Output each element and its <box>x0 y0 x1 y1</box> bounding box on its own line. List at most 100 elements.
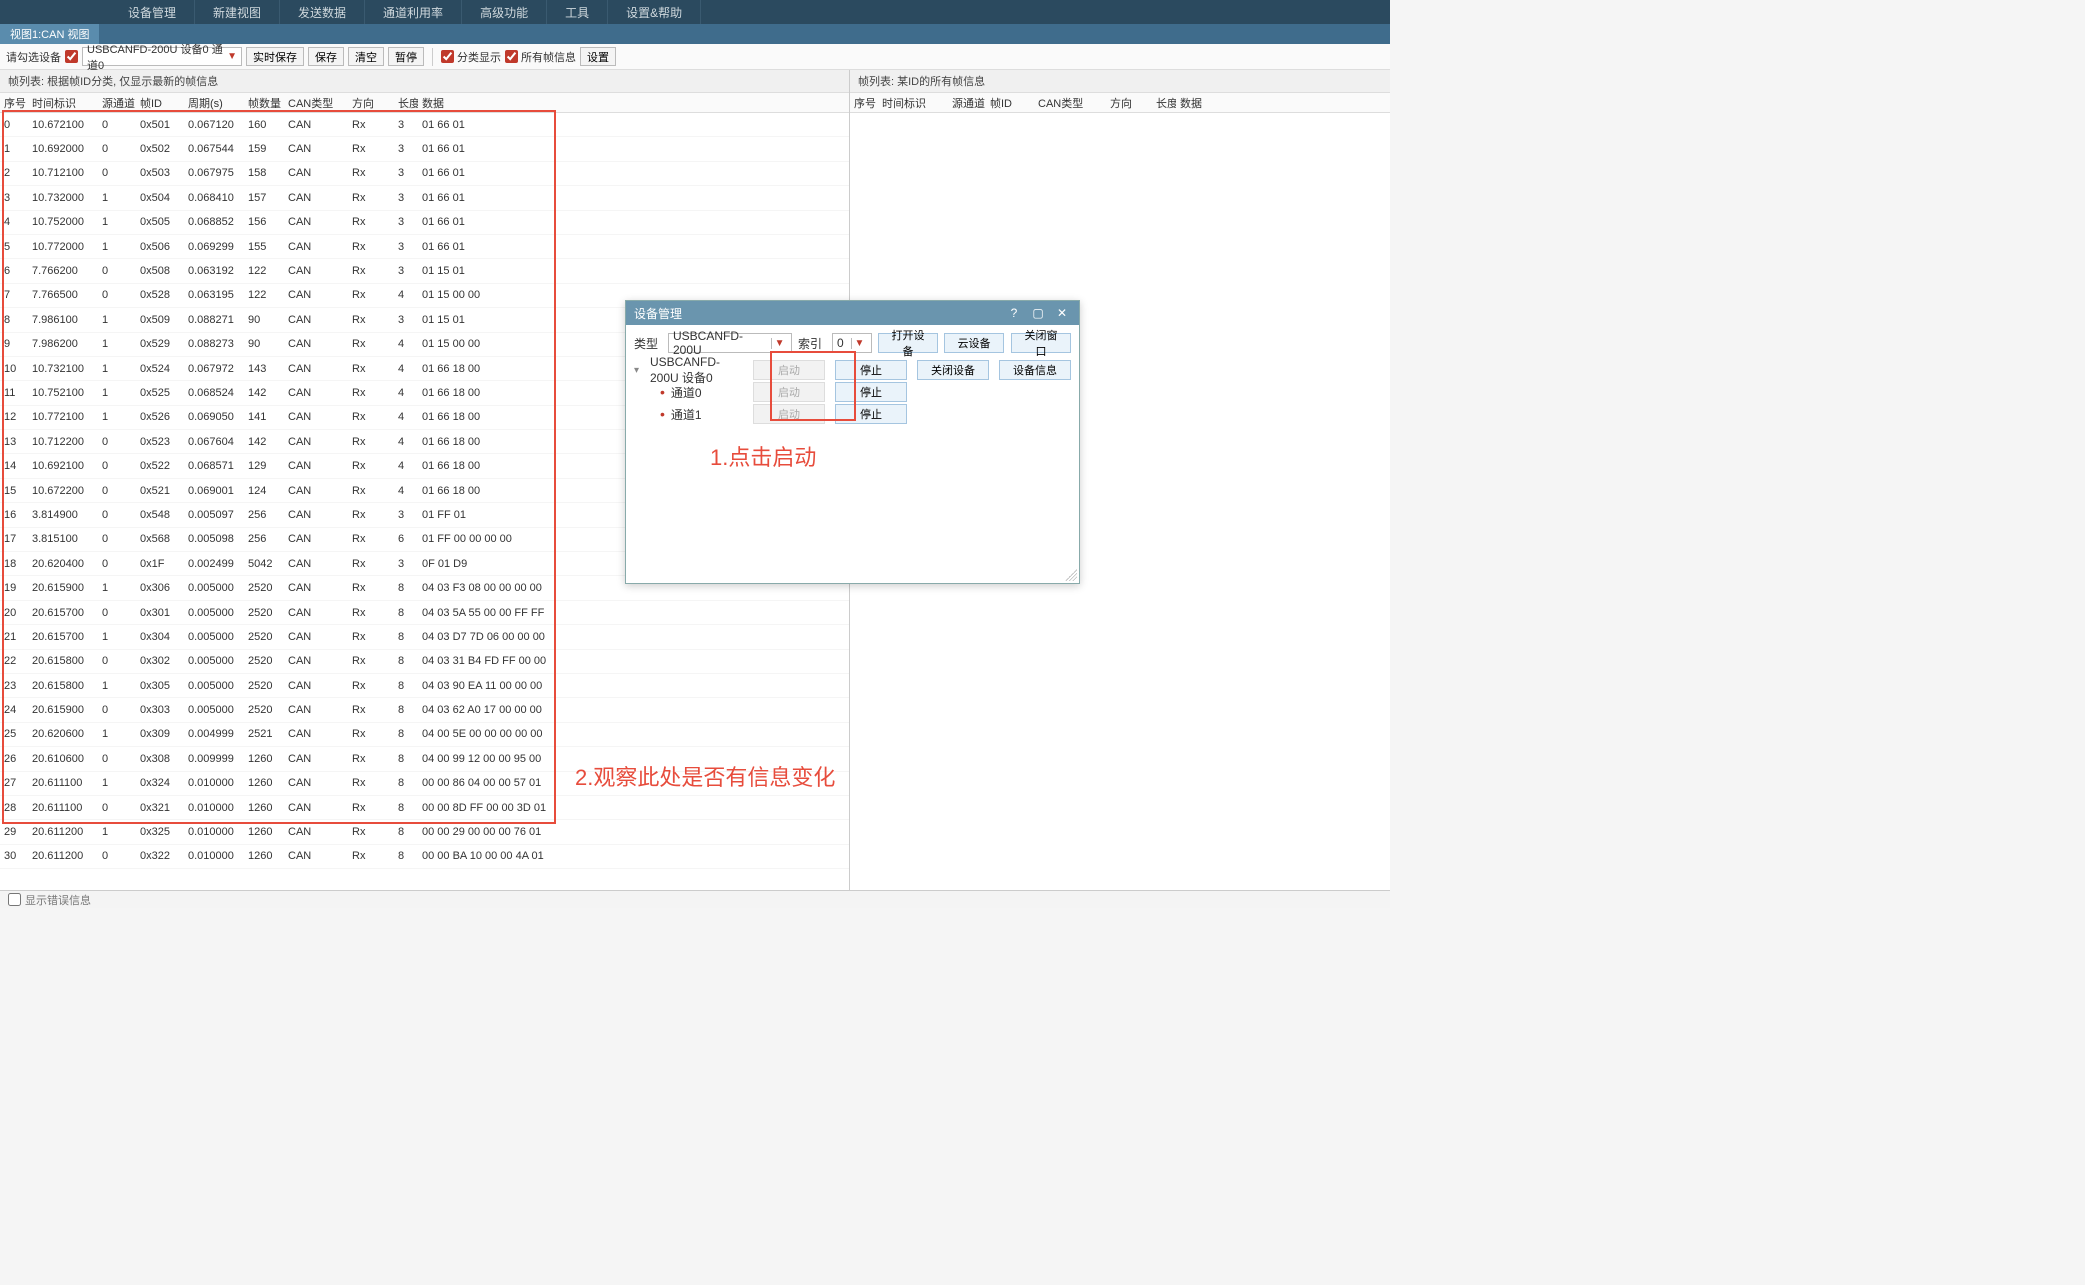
table-row[interactable]: 410.75200010x5050.068852156CANRx301 66 0… <box>0 211 849 235</box>
col-direction[interactable]: 方向 <box>348 95 394 111</box>
menu-device-mgmt[interactable]: 设备管理 <box>110 0 195 24</box>
type-select[interactable]: USBCANFD-200U ▼ <box>668 333 792 353</box>
dialog-titlebar[interactable]: 设备管理 ? ▢ ✕ <box>626 301 1079 325</box>
rcol-cantype[interactable]: CAN类型 <box>1034 95 1106 111</box>
rcol-direction[interactable]: 方向 <box>1106 95 1152 111</box>
cell: CAN <box>284 704 348 716</box>
select-device-label: 请勾选设备 <box>6 49 61 65</box>
cell: 0 <box>98 289 136 301</box>
rcol-channel[interactable]: 源通道 <box>948 95 986 111</box>
table-row[interactable]: 2120.61570010x3040.0050002520CANRx804 03… <box>0 625 849 649</box>
cell: 10.732100 <box>28 363 98 375</box>
realtime-save-button[interactable]: 实时保存 <box>246 47 304 66</box>
device-mgmt-dialog[interactable]: 设备管理 ? ▢ ✕ 类型 USBCANFD-200U ▼ 索引 0 ▼ 打开设… <box>625 300 1080 584</box>
channel1-label[interactable]: 通道1 <box>671 406 743 423</box>
col-channel[interactable]: 源通道 <box>98 95 136 111</box>
view-tab-1[interactable]: 视图1:CAN 视图 <box>0 24 99 44</box>
table-row[interactable]: 67.76620000x5080.063192122CANRx301 15 01 <box>0 259 849 283</box>
table-row[interactable]: 2020.61570000x3010.0050002520CANRx804 03… <box>0 601 849 625</box>
rcol-data[interactable]: 数据 <box>1176 95 1390 111</box>
table-row[interactable]: 2320.61580010x3050.0050002520CANRx804 03… <box>0 674 849 698</box>
menu-advanced[interactable]: 高级功能 <box>462 0 547 24</box>
cloud-device-button[interactable]: 云设备 <box>944 333 1004 353</box>
table-row[interactable]: 510.77200010x5060.069299155CANRx301 66 0… <box>0 235 849 259</box>
ch1-stop-button[interactable]: 停止 <box>835 404 907 424</box>
cell: 0.010000 <box>184 850 244 862</box>
close-window-button[interactable]: 关闭窗口 <box>1011 333 1071 353</box>
open-device-button[interactable]: 打开设备 <box>878 333 938 353</box>
help-icon[interactable]: ? <box>1005 305 1023 321</box>
col-data[interactable]: 数据 <box>418 95 849 111</box>
cell: 20.620600 <box>28 728 98 740</box>
cell: 20.615700 <box>28 631 98 643</box>
cell: Rx <box>348 533 394 545</box>
device-checkbox[interactable] <box>65 50 78 63</box>
menu-channel-util[interactable]: 通道利用率 <box>365 0 462 24</box>
settings-button[interactable]: 设置 <box>580 47 616 66</box>
index-select[interactable]: 0 ▼ <box>832 333 872 353</box>
cell: Rx <box>348 119 394 131</box>
save-button[interactable]: 保存 <box>308 47 344 66</box>
cell: 0.004999 <box>184 728 244 740</box>
table-row[interactable]: 2620.61060000x3080.0099991260CANRx804 00… <box>0 747 849 771</box>
col-time[interactable]: 时间标识 <box>28 95 98 111</box>
table-row[interactable]: 2920.61120010x3250.0100001260CANRx800 00… <box>0 820 849 844</box>
cell: 1 <box>98 728 136 740</box>
pause-button[interactable]: 暂停 <box>388 47 424 66</box>
menu-settings-help[interactable]: 设置&帮助 <box>608 0 701 24</box>
ch0-stop-button[interactable]: 停止 <box>835 382 907 402</box>
right-table-header: 序号 时间标识 源通道 帧ID CAN类型 方向 长度 数据 <box>850 93 1390 113</box>
table-row[interactable]: 310.73200010x5040.068410157CANRx301 66 0… <box>0 186 849 210</box>
cell: 3 <box>394 167 418 179</box>
table-row[interactable]: 2220.61580000x3020.0050002520CANRx804 03… <box>0 650 849 674</box>
col-period[interactable]: 周期(s) <box>184 95 244 111</box>
table-row[interactable]: 2720.61110010x3240.0100001260CANRx800 00… <box>0 772 849 796</box>
maximize-icon[interactable]: ▢ <box>1029 305 1047 321</box>
rcol-index[interactable]: 序号 <box>850 95 878 111</box>
cell: Rx <box>348 314 394 326</box>
cell: 141 <box>244 411 284 423</box>
device-info-button[interactable]: 设备信息 <box>999 360 1071 380</box>
root-stop-button[interactable]: 停止 <box>835 360 907 380</box>
menu-send-data[interactable]: 发送数据 <box>280 0 365 24</box>
cell: 20.615900 <box>28 704 98 716</box>
cell: 0x501 <box>136 119 184 131</box>
col-cantype[interactable]: CAN类型 <box>284 95 348 111</box>
col-id[interactable]: 帧ID <box>136 95 184 111</box>
all-frames-checkbox[interactable] <box>505 50 518 63</box>
menu-new-view[interactable]: 新建视图 <box>195 0 280 24</box>
cell: 19 <box>0 582 28 594</box>
device-checkbox-wrap[interactable] <box>65 50 78 63</box>
col-length[interactable]: 长度 <box>394 95 418 111</box>
table-row[interactable]: 2420.61590000x3030.0050002520CANRx804 03… <box>0 698 849 722</box>
col-count[interactable]: 帧数量 <box>244 95 284 111</box>
close-icon[interactable]: ✕ <box>1053 305 1071 321</box>
table-row[interactable]: 010.67210000x5010.067120160CANRx301 66 0… <box>0 113 849 137</box>
group-show-checkbox[interactable] <box>441 50 454 63</box>
cell: 4 <box>394 436 418 448</box>
close-device-button[interactable]: 关闭设备 <box>917 360 989 380</box>
table-row[interactable]: 2820.61110000x3210.0100001260CANRx800 00… <box>0 796 849 820</box>
col-index[interactable]: 序号 <box>0 95 28 111</box>
tree-root-label[interactable]: USBCANFD-200U 设备0 <box>650 355 743 386</box>
rcol-time[interactable]: 时间标识 <box>878 95 948 111</box>
all-frames-check[interactable]: 所有帧信息 <box>505 49 576 65</box>
chevron-down-icon: ▼ <box>771 338 787 349</box>
menu-tools[interactable]: 工具 <box>547 0 608 24</box>
channel0-label[interactable]: 通道0 <box>671 384 743 401</box>
rcol-id[interactable]: 帧ID <box>986 95 1034 111</box>
tree-expander-icon[interactable]: ▾ <box>634 365 644 376</box>
device-select[interactable]: USBCANFD-200U 设备0 通道0 ▼ <box>82 47 242 66</box>
cell: 20.611200 <box>28 826 98 838</box>
resize-grip-icon[interactable] <box>1065 569 1077 581</box>
table-row[interactable]: 110.69200000x5020.067544159CANRx301 66 0… <box>0 137 849 161</box>
rcol-length[interactable]: 长度 <box>1152 95 1176 111</box>
table-row[interactable]: 2520.62060010x3090.0049992521CANRx804 00… <box>0 723 849 747</box>
table-row[interactable]: 210.71210000x5030.067975158CANRx301 66 0… <box>0 162 849 186</box>
cell: 20 <box>0 607 28 619</box>
footer-checkbox[interactable] <box>8 893 21 906</box>
clear-button[interactable]: 清空 <box>348 47 384 66</box>
cell: 8 <box>394 728 418 740</box>
group-show-check[interactable]: 分类显示 <box>441 49 501 65</box>
table-row[interactable]: 3020.61120000x3220.0100001260CANRx800 00… <box>0 845 849 869</box>
